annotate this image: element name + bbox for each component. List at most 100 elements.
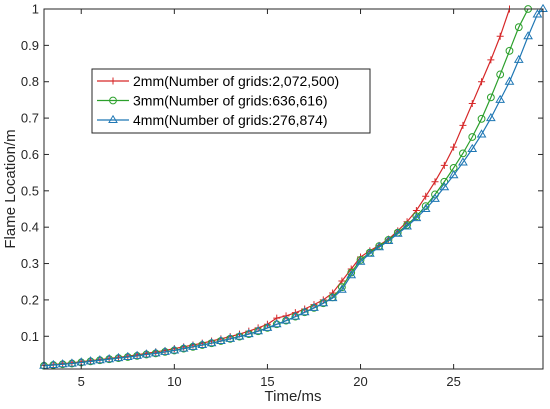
data-point-2-17 [197,339,208,349]
y-tick-label: 0.2 [21,292,39,307]
legend-label-2: 4mm(Number of grids:276,874) [133,112,328,128]
data-point-2-27 [290,311,301,320]
data-point-0-45 [459,121,467,129]
data-point-2-30 [318,298,329,307]
y-tick-label: 0.4 [21,220,39,235]
axes-layer [43,8,544,370]
y-tick-label: 0.7 [21,111,39,126]
data-point-2-49 [495,94,506,103]
data-point-2-52 [523,31,533,40]
data-point-2-34 [355,256,366,265]
y-tick-label: 1 [32,2,39,17]
legend-label-1: 3mm(Number of grids:636,616) [133,93,328,109]
legend-entry-1: 3mm(Number of grids:636,616) [97,93,328,109]
data-point-1-40 [412,212,421,221]
data-point-2-22 [243,328,254,338]
series-layer [39,3,548,370]
data-point-1-48 [486,93,495,102]
data-point-2-41 [420,203,431,213]
data-point-2-3 [67,358,77,367]
data-point-2-7 [104,354,115,363]
data-point-1-47 [477,114,486,123]
data-point-2-32 [337,284,347,293]
legend-entry-2: 4mm(Number of grids:276,874) [97,112,328,128]
data-point-0-44 [450,143,458,151]
data-point-2-42 [430,193,440,202]
legend-marker-1 [109,96,117,105]
data-point-2-9 [122,351,133,361]
data-point-1-51 [514,23,523,32]
data-point-2-23 [253,326,263,335]
data-point-1-50 [505,46,514,55]
data-point-2-29 [309,302,319,311]
data-point-2-25 [271,319,282,328]
legend: 2mm(Number of grids:2,072,500) 3mm(Number… [91,68,371,134]
data-point-2-44 [448,170,459,179]
data-point-2-36 [374,242,385,251]
data-point-2-39 [402,221,412,230]
legend-box [91,68,371,134]
y-tick-label: 0.3 [21,256,39,271]
y-tick-label: 0.5 [21,183,39,198]
data-point-2-10 [132,350,142,359]
data-point-2-40 [411,212,422,222]
x-tick-label: 20 [353,374,367,389]
data-point-2-19 [216,335,226,345]
data-point-2-31 [327,292,338,302]
data-point-2-21 [234,331,245,340]
data-point-2-33 [346,270,357,279]
y-tick-label: 0.8 [21,74,39,89]
data-point-0-47 [478,78,486,86]
data-point-2-38 [392,228,403,237]
legend-label-0: 2mm(Number of grids:2,072,500) [133,73,339,89]
data-point-2-11 [141,349,152,358]
data-point-2-28 [299,307,310,316]
data-point-0-46 [468,100,476,108]
x-axis-title: Time/ms [265,388,322,405]
x-tick-label: 10 [167,374,181,389]
data-point-2-50 [504,76,515,85]
series-2 [39,3,548,369]
data-point-2-18 [206,338,217,347]
x-tick-label: 15 [260,374,274,389]
data-point-0-43 [440,161,448,169]
data-point-2-20 [225,333,236,342]
data-point-2-43 [439,182,450,191]
data-point-2-8 [113,352,124,362]
data-point-1-43 [440,177,449,186]
data-point-2-16 [188,341,198,350]
data-point-2-14 [169,345,180,354]
legend-marker-0 [109,77,117,85]
axes-box [43,8,544,370]
data-point-2-45 [458,157,468,166]
legend-entry-0: 2mm(Number of grids:2,072,500) [97,73,339,89]
data-point-2-26 [281,315,291,324]
data-point-0-42 [431,178,439,186]
data-point-1-32 [338,283,346,292]
data-point-2-37 [383,235,394,245]
data-point-2-46 [467,143,478,153]
data-point-2-1 [48,359,59,369]
data-point-1-49 [496,70,505,79]
legend-marker-2 [108,114,118,124]
ticks-layer: 5 10 15 20 25 0.1 0.2 0.3 0.4 0.5 0.6 0.7 0.8 0.9 1 [21,2,543,389]
y-tick-label: 0.9 [21,38,39,53]
data-point-2-48 [485,112,496,122]
x-tick-label: 25 [446,374,460,389]
data-point-0-48 [487,56,495,64]
y-axis-title: Flame Location/m [2,129,19,248]
data-point-2-12 [150,348,161,357]
data-point-2-6 [94,355,105,364]
data-point-2-13 [160,346,170,355]
data-point-2-35 [364,248,375,257]
data-point-0-49 [496,32,504,40]
data-point-2-5 [85,356,96,365]
data-point-2-2 [57,359,68,368]
data-point-1-45 [459,149,467,158]
data-point-2-15 [178,343,189,352]
x-tick-label: 5 [78,374,85,389]
y-tick-label: 0.6 [21,147,39,162]
data-point-1-34 [356,256,365,264]
data-point-0-41 [422,192,430,200]
